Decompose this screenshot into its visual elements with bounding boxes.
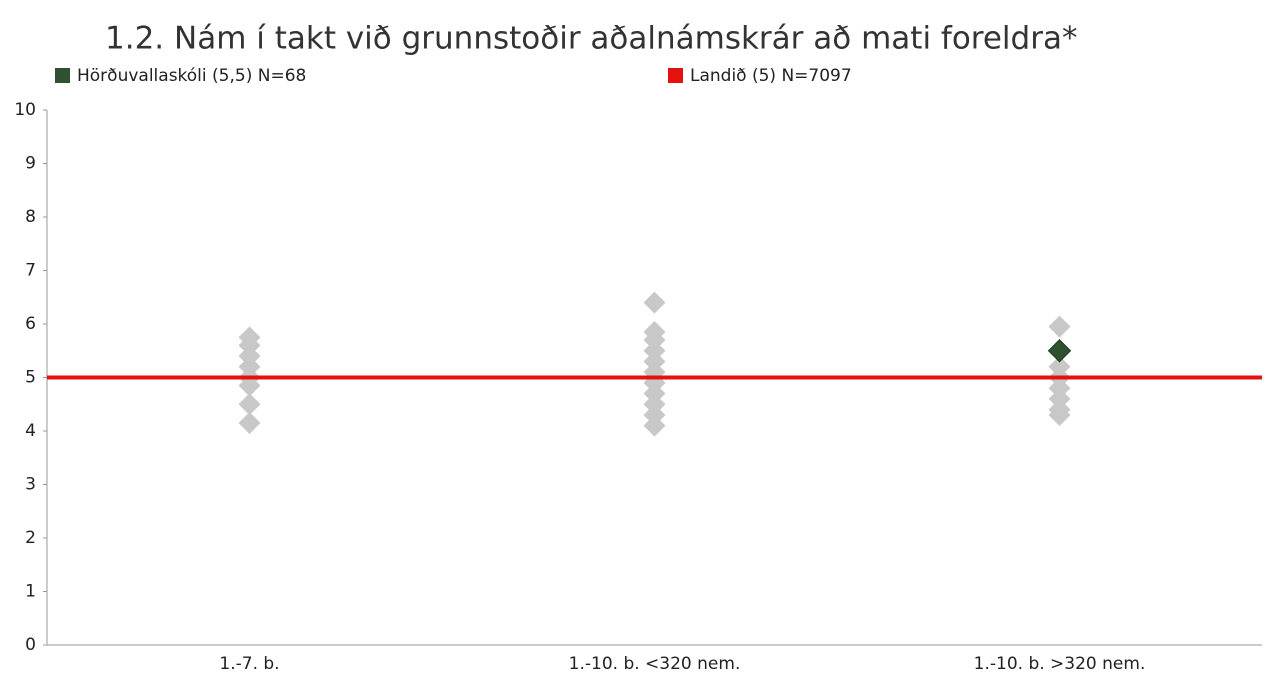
point <box>1048 315 1071 338</box>
legend-swatch <box>55 68 70 83</box>
x-tick-label: 1.-10. b. <320 nem. <box>569 654 741 674</box>
point <box>238 411 261 434</box>
point <box>643 414 666 437</box>
y-tick-label: 6 <box>25 314 36 334</box>
y-tick-label: 4 <box>25 421 36 441</box>
point <box>1047 339 1072 363</box>
y-tick-label: 10 <box>14 100 36 120</box>
y-tick-label: 5 <box>25 368 36 388</box>
y-tick-label: 9 <box>25 154 36 174</box>
point <box>1048 403 1071 426</box>
x-tick-label: 1.-7. b. <box>219 654 279 674</box>
x-tick-label: 1.-10. b. >320 nem. <box>974 654 1146 674</box>
y-tick-label: 0 <box>25 635 36 655</box>
point <box>643 291 666 314</box>
legend-label: Landið (5) N=7097 <box>690 66 852 86</box>
point <box>238 393 261 416</box>
chart-title: 1.2. Nám í takt við grunnstoðir aðalnáms… <box>105 21 1077 57</box>
y-tick-label: 3 <box>25 475 36 495</box>
y-tick-label: 2 <box>25 528 36 548</box>
y-tick-label: 7 <box>25 261 36 281</box>
legend-label: Hörðuvallaskóli (5,5) N=68 <box>77 66 306 86</box>
legend-swatch <box>668 68 683 83</box>
y-tick-label: 8 <box>25 207 36 227</box>
point <box>238 374 261 397</box>
y-tick-label: 1 <box>25 582 36 602</box>
